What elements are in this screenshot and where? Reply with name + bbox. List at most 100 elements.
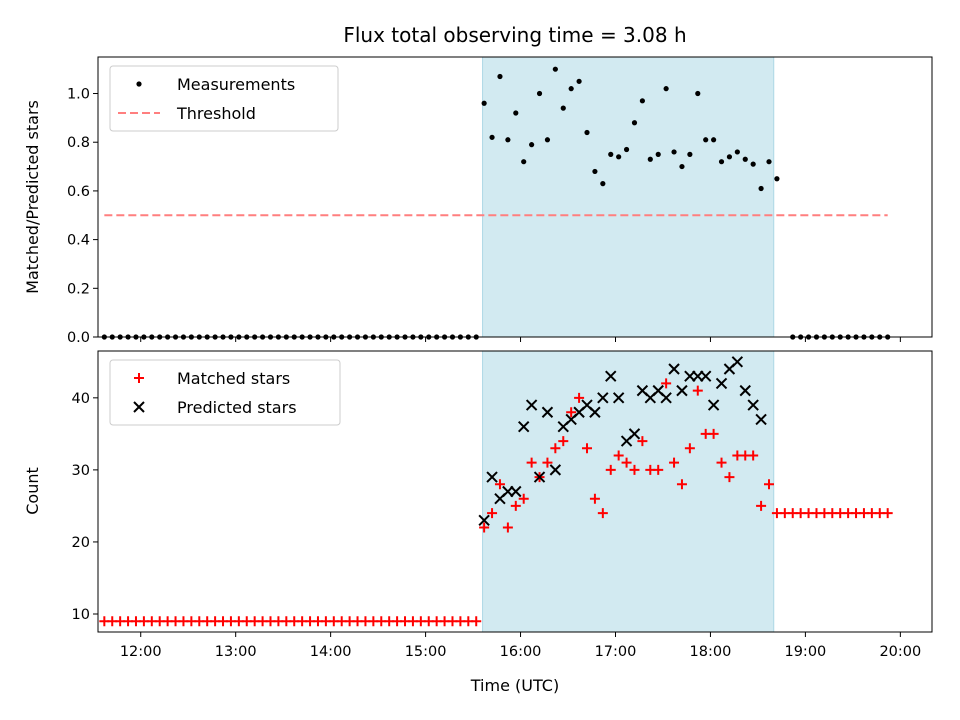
predicted-stars-point	[699, 370, 712, 382]
x-tick-label: 12:00	[120, 644, 162, 660]
matched-stars-point	[637, 436, 648, 447]
measurement-point	[616, 154, 622, 160]
top-panel: 0.0 0.2 0.4 0.6 0.8 1.0 Matched/Predicted star…	[23, 56, 933, 346]
predicted-stars-point	[612, 392, 625, 404]
predicted-stars-point	[549, 464, 562, 476]
predicted-stars-point	[525, 399, 538, 411]
measurement-point	[608, 151, 614, 157]
series-predicted-stars	[478, 356, 767, 527]
measurement-point	[703, 137, 709, 143]
measurement-point	[481, 100, 487, 106]
x-tick-label: 19:00	[784, 644, 826, 660]
x-tick-label: 15:00	[405, 644, 447, 660]
measurement-point	[766, 159, 772, 165]
matched-stars-point	[669, 457, 680, 468]
measurement-point	[631, 120, 638, 126]
bottom-panel: 12:00 13:00 14:00 15:00 16:00 17:00 18:00 19:00…	[23, 350, 933, 660]
legend: Measurements Threshold	[109, 65, 339, 132]
predicted-stars-point	[715, 377, 728, 390]
predicted-stars-point	[676, 384, 688, 397]
measurement-point	[774, 176, 780, 182]
matched-stars-point	[684, 443, 695, 454]
x-tick-label: 18:00	[690, 644, 732, 660]
x-tick-label: 17:00	[595, 644, 637, 660]
y-axis-label: Count	[23, 467, 42, 515]
legend: Matched stars Predicted stars	[109, 359, 341, 426]
measurement-point	[663, 86, 669, 92]
predicted-stars-point	[668, 363, 680, 375]
measurement-point	[497, 73, 503, 80]
predicted-stars-point	[739, 384, 751, 397]
y-tick-label: 0.0	[67, 330, 90, 346]
measurement-point	[742, 156, 748, 162]
measurement-point	[711, 137, 717, 143]
legend-box	[109, 359, 341, 426]
x-tick-label: 16:00	[500, 644, 542, 660]
measurement-point	[726, 154, 733, 160]
measurement-point	[647, 156, 653, 162]
predicted-stars-point	[707, 399, 720, 411]
matched-stars-point	[724, 472, 735, 483]
matched-stars-point	[494, 479, 505, 490]
y-tick-label: 20	[72, 535, 90, 551]
matched-stars-point	[748, 450, 759, 461]
predicted-stars-point	[478, 514, 490, 527]
measurement-point	[513, 110, 519, 116]
matched-stars-point	[716, 457, 727, 468]
y-axis-label: Matched/Predicted stars	[23, 100, 42, 294]
y-tick-label: 10	[72, 607, 90, 623]
measurement-point	[592, 168, 598, 175]
measurement-point	[623, 146, 630, 153]
legend-label: Matched stars	[177, 369, 290, 388]
measurement-point	[758, 185, 764, 192]
matched-stars-point	[613, 450, 624, 461]
x-axis-label: Time (UTC)	[470, 676, 559, 695]
matched-stars-point	[510, 500, 521, 511]
measurement-point	[679, 163, 685, 170]
measurement-point	[505, 137, 511, 143]
predicted-stars-point	[747, 399, 759, 411]
measurement-point	[584, 129, 590, 136]
measurement-point	[687, 151, 693, 157]
legend-marker-dot	[136, 81, 142, 87]
x-tick-label: 13:00	[215, 644, 257, 660]
measurement-point	[521, 159, 527, 165]
predicted-stars-point	[597, 392, 609, 404]
measurement-point	[671, 149, 677, 155]
y-tick-label: 0.4	[67, 233, 90, 249]
y-tick-label: 0.8	[67, 135, 90, 151]
predicted-stars-point	[486, 471, 498, 483]
predicted-stars-point	[541, 406, 554, 418]
measurement-point	[750, 161, 756, 167]
measurement-point	[600, 181, 606, 187]
matched-stars-point	[589, 493, 600, 504]
matched-stars-point	[708, 428, 719, 439]
axes-frame	[97, 56, 933, 338]
legend-label: Threshold	[176, 104, 256, 123]
series-matched-stars	[99, 378, 893, 627]
matched-stars-point	[574, 392, 585, 403]
matched-stars-point	[763, 479, 774, 490]
matched-stars-point	[597, 508, 608, 519]
measurement-point	[568, 86, 574, 92]
measurement-point	[544, 137, 551, 143]
axes-frame	[97, 350, 933, 633]
predicted-stars-point	[517, 420, 530, 433]
predicted-stars-point	[628, 428, 641, 440]
predicted-stars-point	[755, 413, 767, 426]
measurement-point	[639, 98, 645, 104]
y-tick-label: 0.6	[67, 184, 90, 200]
measurement-point	[695, 90, 701, 97]
observing-window-shade	[482, 56, 775, 338]
measurement-point	[734, 149, 740, 155]
matched-stars-point	[558, 436, 569, 447]
chart-title: Flux total observing time = 3.08 h	[343, 23, 686, 47]
legend-marker-x	[133, 401, 145, 413]
matched-stars-point	[621, 457, 632, 468]
matched-stars-point	[471, 616, 482, 627]
matched-stars-point	[756, 500, 767, 511]
matched-stars-point	[566, 407, 577, 418]
measurement-point	[489, 134, 495, 140]
predicted-stars-point	[660, 392, 672, 404]
predicted-stars-point	[731, 356, 744, 368]
